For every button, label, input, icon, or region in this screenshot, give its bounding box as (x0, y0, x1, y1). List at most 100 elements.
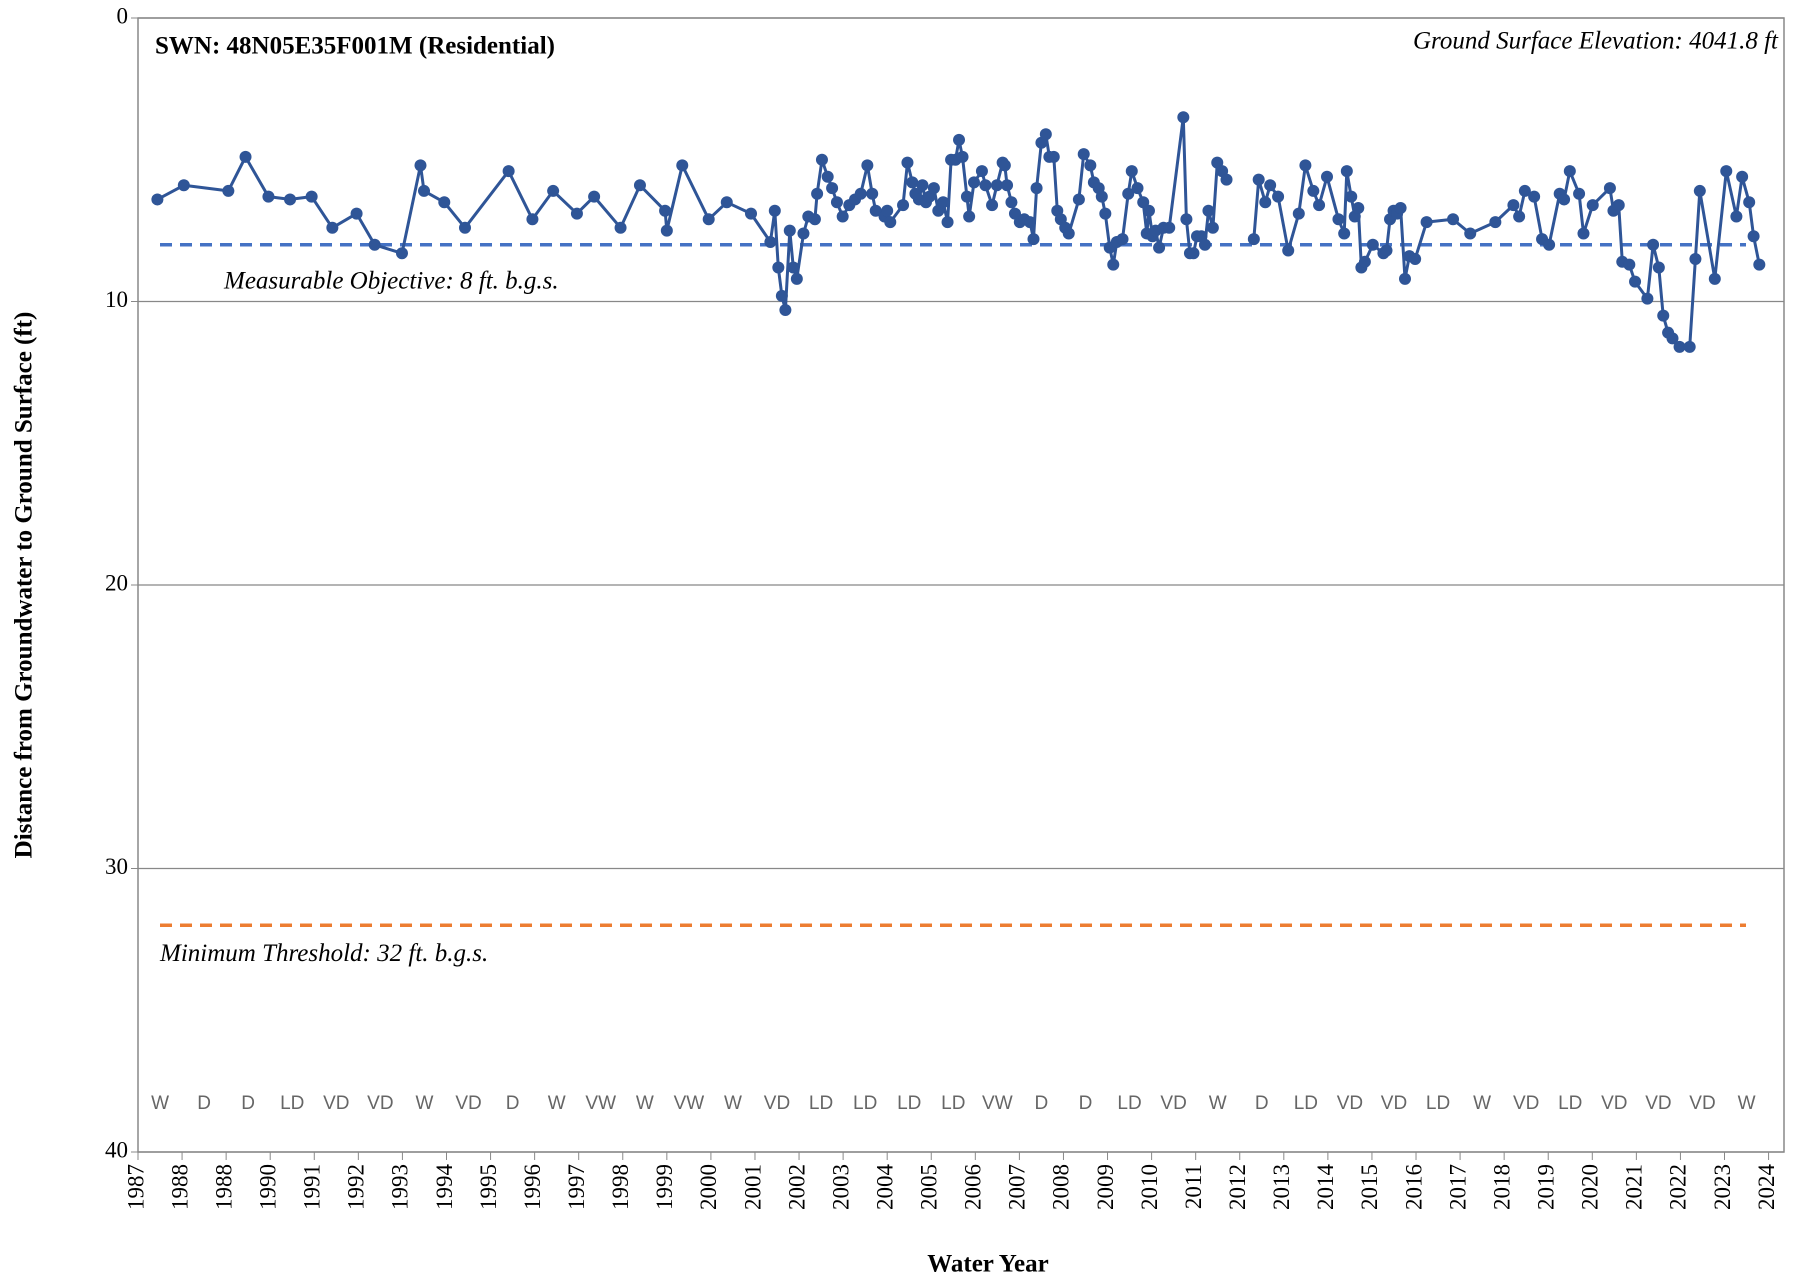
data-point (1558, 193, 1571, 206)
data-point (1352, 201, 1365, 214)
water-year-type: LD (1426, 1093, 1450, 1114)
data-point (720, 196, 733, 209)
data-point (906, 176, 919, 189)
data-point (395, 247, 408, 260)
data-point (1736, 170, 1749, 183)
data-point (764, 235, 777, 248)
data-point (1518, 184, 1531, 197)
data-point (350, 207, 363, 220)
data-point (1730, 210, 1743, 223)
x-tick-label: 2023 (1710, 1164, 1735, 1210)
data-point (1586, 199, 1599, 212)
data-point (177, 179, 190, 192)
data-point (1282, 244, 1295, 257)
data-point (1313, 199, 1326, 212)
water-year-type: VD (764, 1093, 790, 1114)
data-point (1005, 196, 1018, 209)
data-point (1708, 272, 1721, 285)
data-point (1464, 227, 1477, 240)
data-point (960, 190, 973, 203)
x-tick-label: 2014 (1313, 1164, 1338, 1211)
data-point (614, 221, 627, 234)
data-point (768, 204, 781, 217)
water-year-type: VD (1381, 1093, 1407, 1114)
data-point (1259, 196, 1272, 209)
data-point (1420, 216, 1433, 229)
data-point (956, 150, 969, 163)
data-point (1153, 241, 1166, 254)
data-point (326, 221, 339, 234)
data-point (787, 261, 800, 274)
data-point (1666, 332, 1679, 345)
data-point (1409, 252, 1422, 265)
data-point (772, 261, 785, 274)
data-point (1603, 182, 1616, 195)
data-point (1307, 184, 1320, 197)
data-point (1177, 111, 1190, 124)
data-point (676, 159, 689, 172)
water-year-type: W (724, 1093, 742, 1114)
x-tick-label: 2021 (1622, 1164, 1647, 1210)
water-year-type: D (1035, 1093, 1049, 1114)
data-point (927, 182, 940, 195)
water-year-type: VD (1337, 1093, 1363, 1114)
data-point (979, 179, 992, 192)
x-tick-label: 2019 (1534, 1164, 1559, 1210)
data-point (239, 150, 252, 163)
x-tick-label: 2015 (1357, 1164, 1382, 1210)
data-point (1513, 210, 1526, 223)
x-tick-label: 1994 (432, 1164, 457, 1211)
water-year-type: VD (1160, 1093, 1186, 1114)
data-point (1220, 173, 1233, 186)
data-point (1623, 258, 1636, 271)
data-point (830, 196, 843, 209)
data-point (861, 159, 874, 172)
data-point (1507, 199, 1520, 212)
data-point (151, 193, 164, 206)
x-tick-label: 2020 (1578, 1164, 1603, 1210)
water-year-type: LD (897, 1093, 921, 1114)
data-point (783, 224, 796, 237)
data-point (1107, 258, 1120, 271)
x-tick-label: 1988 (167, 1164, 192, 1210)
data-point (968, 176, 981, 189)
data-point (815, 153, 828, 166)
data-point (1657, 309, 1670, 322)
data-point (1095, 190, 1108, 203)
data-point (1399, 272, 1412, 285)
x-tick-label: 2010 (1137, 1164, 1162, 1210)
data-point (702, 213, 715, 226)
data-point (884, 216, 897, 229)
data-point (866, 187, 879, 200)
data-point (1683, 340, 1696, 353)
water-year-type: VD (323, 1093, 349, 1114)
data-point (1163, 221, 1176, 234)
data-point (1072, 193, 1085, 206)
data-point (368, 238, 381, 251)
x-tick-label: 1999 (652, 1164, 677, 1210)
data-point (1252, 173, 1265, 186)
y-axis-label: Distance from Groundwater to Ground Surf… (11, 312, 38, 859)
data-point (897, 199, 910, 212)
data-point (826, 182, 839, 195)
water-year-type: W (1473, 1093, 1491, 1114)
x-tick-label: 2005 (917, 1164, 942, 1210)
data-point (998, 159, 1011, 172)
data-point (1047, 150, 1060, 163)
data-point (1693, 184, 1706, 197)
data-point (821, 170, 834, 183)
water-year-type: VD (1645, 1093, 1671, 1114)
data-point (854, 187, 867, 200)
data-point (1320, 170, 1333, 183)
data-point (1198, 238, 1211, 251)
y-tick-label: 30 (105, 854, 128, 879)
chart-title: SWN: 48N05E35F001M (Residential) (155, 33, 555, 60)
water-year-type: LD (1294, 1093, 1318, 1114)
data-point (1027, 233, 1040, 246)
x-tick-label: 1998 (608, 1164, 633, 1210)
x-tick-label: 1997 (564, 1164, 589, 1210)
x-tick-label: 2009 (1093, 1164, 1118, 1210)
data-point (1563, 165, 1576, 178)
water-year-type: W (151, 1093, 169, 1114)
data-point (779, 304, 792, 317)
